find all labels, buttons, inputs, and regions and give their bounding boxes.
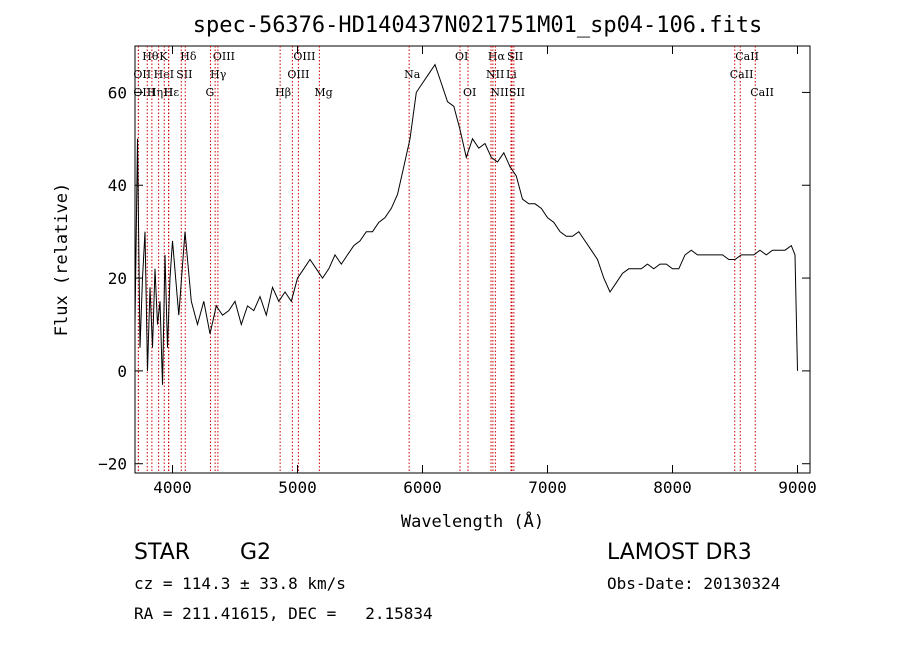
line-label-sii: SII: [509, 86, 525, 99]
object-class: STAR: [134, 540, 191, 565]
y-tick-label: 0: [117, 362, 127, 381]
line-label-caii: CaII: [730, 68, 754, 81]
line-label-sii: SII: [507, 50, 523, 63]
line-label-caii: CaII: [750, 86, 774, 99]
x-tick-label: 9000: [778, 478, 817, 497]
x-tick-label: 8000: [653, 478, 692, 497]
line-label-caii: CaII: [735, 50, 759, 63]
ra-dec: RA = 211.41615, DEC = 2.15834: [134, 604, 433, 623]
line-label-h: H: [164, 86, 174, 99]
line-label-g: G: [206, 86, 215, 99]
redshift-cz: cz = 114.3 ± 33.8 km/s: [134, 574, 346, 593]
chart-title: spec-56376-HD140437N021751M01_sp04-106.f…: [193, 13, 763, 38]
line-label-hε: Hε: [164, 86, 180, 99]
survey-name: LAMOST DR3: [607, 540, 752, 565]
y-tick-label: 60: [108, 83, 127, 102]
line-label-nii: NII: [490, 86, 508, 99]
object-subclass: G2: [240, 540, 272, 565]
observation-date: Obs-Date: 20130324: [607, 574, 781, 593]
line-label-hθ: Hθ: [142, 50, 159, 63]
line-label-oiii: OIII: [287, 68, 309, 81]
line-label-oiii: OIII: [213, 50, 235, 63]
y-axis-label: Flux (relative): [52, 183, 72, 337]
spectrum-line: [134, 63, 798, 385]
line-label-oii: OII: [133, 68, 151, 81]
line-label-na: Na: [404, 68, 421, 81]
line-label-sii: SII: [176, 68, 192, 81]
line-label-hη: Hη: [147, 86, 163, 99]
line-label-k: K: [159, 50, 168, 63]
line-label-hδ: Hδ: [180, 50, 197, 63]
line-label-oiii: OIII: [293, 50, 315, 63]
plot-frame: [134, 45, 811, 474]
line-label-hβ: Hβ: [275, 86, 291, 99]
line-label-hα: Hα: [488, 50, 506, 63]
line-label-mg: Mg: [314, 86, 332, 99]
line-label-oi: OI: [463, 86, 476, 99]
x-tick-label: 5000: [278, 478, 317, 497]
line-label-hγ: Hγ: [210, 68, 227, 81]
x-tick-label: 4000: [153, 478, 192, 497]
y-tick-label: 40: [108, 176, 127, 195]
x-tick-label: 6000: [403, 478, 442, 497]
y-tick-label: −20: [98, 455, 127, 474]
line-label-oi: OI: [455, 50, 468, 63]
line-label-oiii: OIII: [133, 86, 155, 99]
line-label-li: Li: [506, 68, 517, 81]
y-tick-label: 20: [108, 269, 127, 288]
x-axis-label: Wavelength (Å): [401, 510, 544, 532]
x-tick-label: 7000: [528, 478, 567, 497]
